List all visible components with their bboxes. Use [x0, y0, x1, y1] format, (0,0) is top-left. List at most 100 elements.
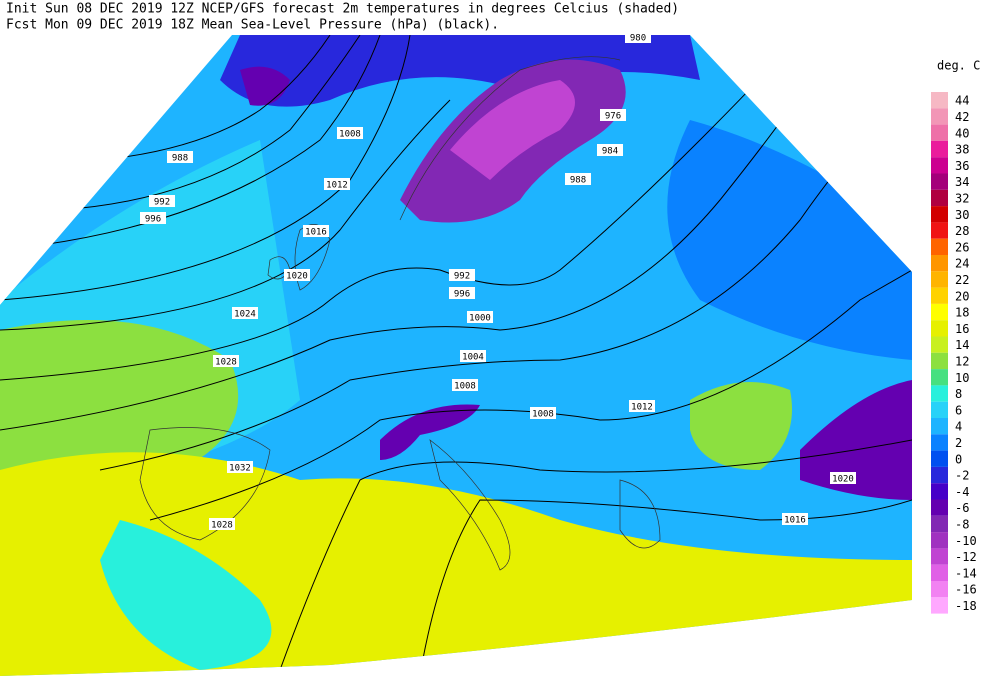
isobar: [0, 35, 411, 301]
isobar-label-box: [213, 355, 239, 367]
legend-swatch: [931, 401, 948, 418]
isobar-label: 1012: [631, 403, 653, 413]
isobar-label: 1024: [234, 310, 256, 320]
isobar-label: 984: [602, 147, 618, 157]
legend-swatch: [931, 434, 948, 451]
legend-label: -16: [955, 583, 977, 597]
legend-label: 26: [955, 240, 969, 254]
legend-label: 10: [955, 371, 969, 385]
isobar: [0, 35, 801, 381]
legend-label: -18: [955, 599, 977, 613]
legend-label: 14: [955, 338, 969, 352]
legend-label: 32: [955, 191, 969, 205]
isobar-label: 988: [570, 176, 586, 186]
isobar-label-box: [629, 400, 655, 412]
legend-swatch: [931, 206, 948, 223]
legend-swatch: [931, 418, 948, 435]
isobar-label-box: [337, 127, 363, 139]
isobar-label: 996: [454, 290, 470, 300]
legend-swatch: [931, 173, 948, 190]
isobar-label-box: [600, 109, 626, 121]
isobar-label: 1028: [215, 358, 237, 368]
isobar-label-box: [227, 461, 253, 473]
isobar-label: 992: [154, 198, 170, 208]
header-line-2: Fcst Mon 09 DEC 2019 18Z Mean Sea-Level …: [6, 18, 499, 33]
isobar-label: 1008: [339, 130, 361, 140]
legend-label: 34: [955, 175, 969, 189]
legend-swatch: [931, 352, 948, 370]
isobar-label-box: [167, 151, 193, 163]
legend-swatch: [931, 515, 948, 533]
isobar-label: 1016: [305, 228, 327, 238]
isobar-label-box: [149, 195, 175, 207]
isobar: [99, 35, 331, 161]
isobar: [59, 35, 361, 211]
legend-swatch: [931, 597, 948, 614]
shade-africa-highland: [100, 520, 272, 670]
coast-norway: [399, 56, 621, 221]
legend-label: -12: [955, 550, 977, 564]
legend-title: deg. C: [937, 59, 980, 73]
isobar-label-box: [303, 225, 329, 237]
legend-swatch: [931, 499, 948, 516]
isobar-label-box: [830, 472, 856, 484]
isobar-label: 1032: [229, 464, 251, 474]
isobar-label: 1028: [211, 521, 233, 531]
isobar: [0, 99, 451, 331]
legend-swatch: [931, 564, 948, 581]
legend-label: -10: [955, 534, 977, 548]
shade-scandinavia-cold: [450, 80, 575, 180]
isobar-label-box: [284, 269, 310, 281]
legend-label: 2: [955, 436, 962, 450]
isobar-label: 992: [454, 272, 470, 282]
isobar-label: 988: [172, 154, 188, 164]
isobar-label: 1008: [532, 410, 554, 420]
legend-label: 24: [955, 257, 969, 271]
isobar-label-box: [324, 178, 350, 190]
isobar-label: 1000: [469, 314, 491, 324]
legend-label: -14: [955, 566, 977, 580]
legend-swatch: [931, 222, 948, 239]
isobar-label-box: [625, 31, 651, 43]
isobar-label: 996: [145, 215, 161, 225]
header-line-1: Init Sun 08 DEC 2019 12Z NCEP/GFS foreca…: [6, 2, 679, 17]
legend-label: 6: [955, 403, 962, 417]
legend-swatch: [931, 581, 948, 598]
isobar-label: 1020: [832, 475, 854, 485]
isobar-label: 1004: [462, 353, 484, 363]
legend-swatch: [931, 369, 948, 386]
legend-swatch: [931, 124, 948, 141]
shade-black-sea: [690, 382, 792, 470]
isobar-label: 1008: [454, 382, 476, 392]
isobar: [419, 499, 912, 676]
legend-label: 16: [955, 322, 969, 336]
legend-swatch: [931, 108, 948, 125]
legend-swatch: [931, 157, 948, 174]
legend-label: 36: [955, 159, 969, 173]
coast-iberia: [139, 427, 271, 541]
legend-label: 8: [955, 387, 962, 401]
isobar-label-box: [452, 379, 478, 391]
shade-north: [220, 35, 700, 107]
legend-label: 20: [955, 289, 969, 303]
legend-label: -8: [955, 517, 969, 531]
isobar-label-box: [782, 513, 808, 525]
legend-swatch: [931, 287, 948, 304]
legend-swatch: [931, 320, 948, 337]
isobar-label: 980: [630, 34, 646, 44]
legend-swatch: [931, 303, 948, 321]
legend: 4442403836343230282624222018161412108642…: [931, 92, 977, 614]
coast-italy: [429, 439, 511, 571]
isobar-label-box: [232, 307, 258, 319]
coast-greece: [619, 479, 661, 549]
isobar: [0, 35, 381, 251]
legend-swatch: [931, 255, 948, 272]
legend-label: 40: [955, 126, 969, 140]
legend-swatch: [931, 238, 948, 255]
isobar-label-box: [530, 407, 556, 419]
legend-swatch: [931, 385, 948, 402]
legend-label: 22: [955, 273, 969, 287]
isobar-label-box: [565, 173, 591, 185]
shade-russia: [667, 120, 912, 360]
